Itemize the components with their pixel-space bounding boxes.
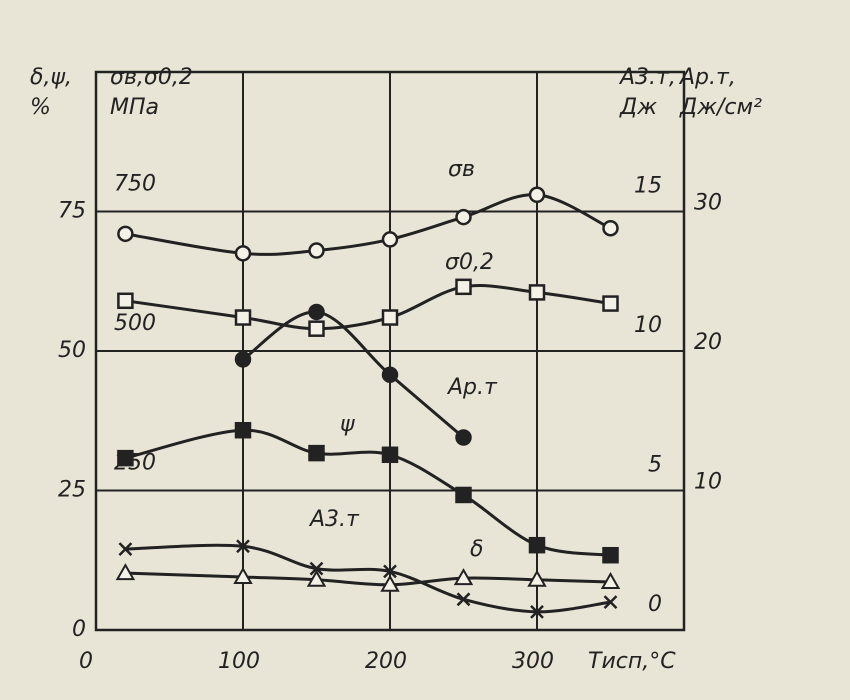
y-axis-label: A3.т,: [618, 65, 676, 90]
marker: [381, 309, 399, 326]
y-tick-label: 10: [634, 313, 662, 338]
y-axis-label: σв,σ0,2: [110, 65, 193, 90]
marker: [456, 592, 471, 607]
series-line: [242, 310, 465, 439]
marker: [455, 208, 472, 226]
marker: [234, 245, 252, 262]
marker: [308, 320, 325, 337]
marker: [527, 569, 547, 587]
marker: [602, 219, 619, 237]
series-label: A3.т: [308, 507, 360, 532]
marker: [603, 595, 618, 609]
marker: [383, 564, 397, 579]
marker: [236, 539, 250, 554]
x-tick-label: 100: [218, 649, 260, 674]
y-tick-label: 750: [114, 172, 156, 197]
marker: [118, 542, 133, 556]
marker: [455, 486, 472, 504]
marker: [308, 444, 325, 462]
marker: [115, 563, 136, 581]
x-tick-label: 200: [365, 649, 407, 674]
y-axis-label: Дж/см²: [679, 95, 762, 120]
marker: [530, 604, 544, 619]
marker: [234, 309, 252, 326]
y-tick-label: 25: [58, 478, 86, 503]
y-tick-label: 20: [694, 330, 722, 355]
series-label: σ0,2: [445, 250, 494, 275]
marker: [308, 303, 325, 321]
marker: [309, 561, 324, 576]
marker: [455, 278, 472, 296]
marker: [528, 536, 546, 554]
y-tick-label: 10: [694, 470, 722, 495]
marker: [380, 574, 400, 592]
marker: [528, 284, 546, 301]
marker: [306, 569, 327, 587]
marker: [233, 566, 253, 584]
series-label: δ: [470, 537, 483, 562]
y-tick-label: 15: [634, 174, 662, 199]
marker: [528, 186, 546, 204]
marker: [234, 351, 252, 368]
marker: [602, 295, 619, 312]
marker: [455, 429, 472, 446]
y-tick-label: 0: [72, 617, 86, 642]
y-tick-label: 500: [114, 311, 156, 336]
marker: [381, 446, 399, 464]
marker: [117, 449, 134, 467]
marker: [602, 546, 619, 564]
marker: [117, 292, 134, 310]
y-tick-label: 5: [648, 453, 662, 478]
series-label: Ap.т: [446, 375, 498, 400]
y-tick-label: 50: [58, 338, 86, 363]
y-axis-label: МПа: [110, 95, 159, 120]
marker: [381, 366, 399, 383]
x-axis-label: Tисп,°C: [588, 649, 676, 674]
y-tick-label: 75: [58, 199, 86, 224]
marker: [234, 421, 252, 439]
marker: [381, 231, 399, 248]
x-tick-label: 300: [512, 649, 554, 674]
y-tick-label: 30: [694, 191, 722, 216]
marker: [308, 242, 325, 259]
y-axis-label: Ap.т,: [678, 65, 736, 90]
y-axis-label: δ,ψ,: [30, 65, 72, 90]
marker: [117, 225, 134, 243]
x-tick-label: 0: [79, 649, 93, 674]
y-axis-label: Дж: [619, 95, 657, 120]
y-tick-label: 0: [648, 592, 662, 617]
y-axis-label: %: [30, 95, 51, 120]
marker: [600, 571, 621, 590]
series-label: σв: [448, 157, 475, 182]
marker: [453, 568, 474, 586]
series-label: ψ: [340, 412, 355, 437]
